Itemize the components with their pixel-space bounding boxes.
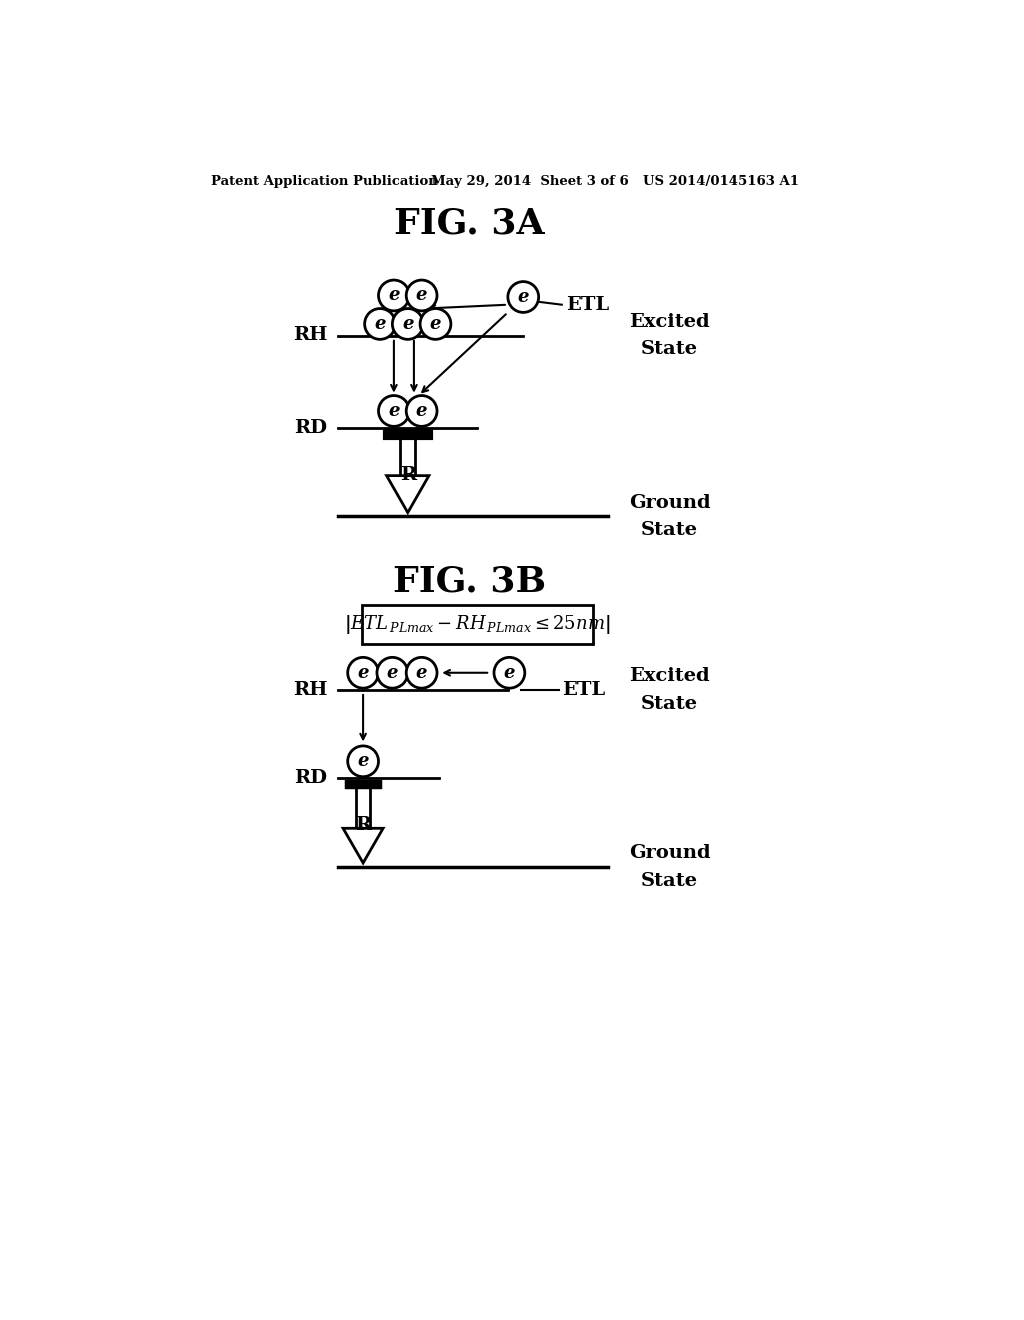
Circle shape [508,281,539,313]
Text: Excited: Excited [629,313,710,330]
Text: State: State [641,341,698,358]
Circle shape [365,309,395,339]
Text: FIG. 3A: FIG. 3A [394,207,545,240]
Text: e: e [430,315,441,333]
Text: May 29, 2014  Sheet 3 of 6: May 29, 2014 Sheet 3 of 6 [431,176,629,187]
Circle shape [379,396,410,426]
Polygon shape [343,829,383,863]
Bar [356,788,370,829]
Text: ETL: ETL [562,681,605,698]
Polygon shape [387,475,429,512]
Text: e: e [375,315,386,333]
Text: Ground: Ground [629,843,711,862]
Text: RH: RH [293,681,328,698]
Circle shape [392,309,423,339]
Text: e: e [388,403,399,420]
Text: Ground: Ground [629,494,711,512]
Text: State: State [641,521,698,540]
Text: FIG. 3B: FIG. 3B [393,565,546,599]
Text: R: R [355,816,371,834]
Circle shape [420,309,451,339]
Text: e: e [504,664,515,681]
Circle shape [377,657,408,688]
Bar [361,605,593,644]
Text: US 2014/0145163 A1: US 2014/0145163 A1 [643,176,799,187]
Text: Patent Application Publication: Patent Application Publication [211,176,438,187]
Text: e: e [416,286,427,305]
Text: $\mathbf{|}ETL_{\,PLmax} - RH_{\,PLmax} \leq 25nm\mathbf{|}$: $\mathbf{|}ETL_{\,PLmax} - RH_{\,PLmax} … [344,612,610,636]
Text: e: e [416,403,427,420]
Circle shape [379,280,410,312]
Text: ETL: ETL [565,296,608,314]
Circle shape [348,746,379,776]
Text: e: e [388,286,399,305]
Text: RD: RD [295,418,328,437]
Text: e: e [357,752,369,771]
Circle shape [494,657,525,688]
Text: Excited: Excited [629,667,710,685]
Bar [400,438,416,475]
Circle shape [407,657,437,688]
Text: State: State [641,871,698,890]
Text: e: e [387,664,398,681]
Text: State: State [641,694,698,713]
Circle shape [407,396,437,426]
Text: e: e [517,288,529,306]
Text: e: e [357,664,369,681]
Text: e: e [416,664,427,681]
Circle shape [348,657,379,688]
Text: RD: RD [295,770,328,787]
Text: e: e [402,315,414,333]
Text: RH: RH [293,326,328,345]
Text: R: R [399,466,416,484]
Circle shape [407,280,437,312]
